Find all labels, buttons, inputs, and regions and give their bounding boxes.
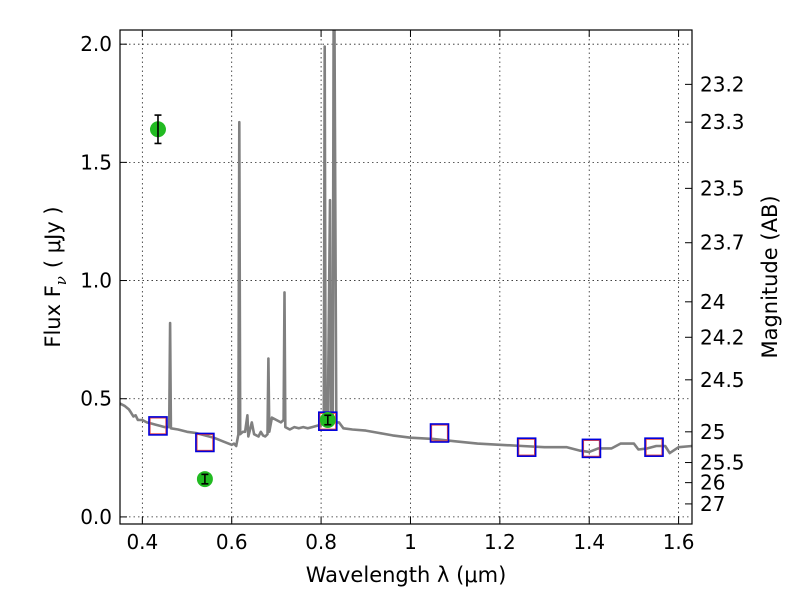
x-axis-label: Wavelength λ (μm) (306, 563, 507, 587)
model-square (195, 432, 215, 453)
model-square (516, 437, 537, 457)
y-axis-label-unit: ( μJy ) (41, 206, 65, 268)
model-square-inner (149, 417, 167, 435)
y-axis-label-group: Flux Fν ( μJy ) (41, 206, 70, 347)
mag-tick-label: 23.7 (700, 231, 745, 255)
y-axis-label-main: Flux F (41, 285, 65, 347)
grid-lines (120, 30, 692, 524)
y-axis-left: 0.0 0.5 1.0 1.5 2.0 (80, 32, 127, 529)
model-square-inner (645, 438, 663, 456)
y-tick-label: 0.0 (80, 505, 112, 529)
mag-tick-label: 23.3 (700, 110, 745, 134)
mag-tick-label: 25 (700, 420, 725, 444)
x-tick-label: 0.8 (305, 530, 337, 554)
photometry-series (149, 114, 336, 488)
x-tick-label: 1.6 (663, 530, 695, 554)
y-axis-label: Flux Fν ( μJy ) (41, 206, 70, 347)
mag-tick-label: 24.2 (700, 325, 745, 349)
plot-frame (119, 29, 693, 525)
model-square (429, 423, 450, 443)
y-tick-label: 0.5 (80, 387, 112, 411)
model-squares-series (148, 411, 664, 459)
mag-tick-label: 24 (700, 290, 725, 314)
mag-tick-label: 26 (700, 471, 725, 495)
y-tick-label: 1.0 (80, 269, 112, 293)
mag-tick-label: 23.2 (700, 72, 745, 96)
y-tick-label: 1.5 (80, 150, 112, 174)
plot-background (120, 30, 692, 524)
model-square-inner (430, 424, 449, 442)
x-tick-label: 0.6 (216, 530, 248, 554)
mag-tick-label: 23.5 (700, 176, 745, 200)
model-square (148, 416, 168, 436)
model-square-inner (582, 439, 601, 457)
mag-tick-label: 24.5 (700, 368, 745, 392)
model-square-inner (518, 438, 536, 456)
model-square-inner (196, 433, 214, 452)
x-tick-label: 1 (404, 530, 417, 554)
model-square (581, 438, 602, 459)
y-tick-label: 2.0 (80, 32, 112, 56)
mag-tick-label: 27 (700, 492, 725, 516)
x-tick-label: 0.4 (126, 530, 158, 554)
model-square (644, 437, 664, 457)
x-tick-label: 1.4 (573, 530, 605, 554)
x-tick-label: 1.2 (484, 530, 516, 554)
x-axis: 0.4 0.6 0.8 1 1.2 1.4 1.6 (126, 30, 695, 554)
y-axis-label-subscript: ν (52, 276, 70, 285)
y2-axis-label: Magnitude (AB) (758, 195, 782, 358)
mag-tick-label: 25.5 (700, 451, 745, 475)
